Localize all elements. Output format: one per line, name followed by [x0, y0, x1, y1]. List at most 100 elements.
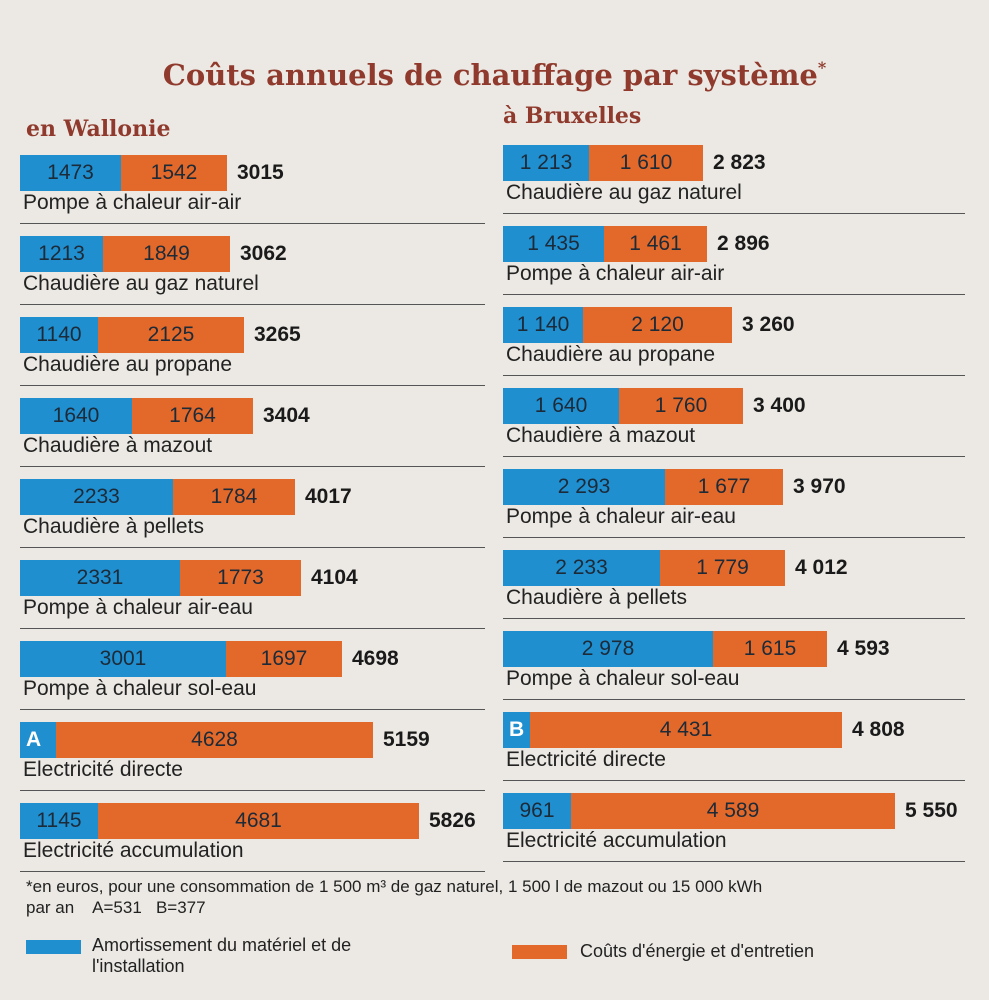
bar-total: 5826 — [429, 809, 476, 832]
stacked-bar: 2331 1773 — [20, 560, 301, 596]
bar-segment-energie: 4681 — [98, 803, 419, 839]
category-label: Chaudière au gaz naturel — [506, 181, 742, 204]
stacked-bar: 1 435 1 461 — [503, 226, 707, 262]
bar-segment-energie: 1542 — [121, 155, 227, 191]
row-divider — [503, 456, 965, 457]
bar-segment-amortissement: 1473 — [20, 155, 121, 191]
stacked-bar: 961 4 589 — [503, 793, 895, 829]
footnote: *en euros, pour une consommation de 1 50… — [26, 876, 976, 918]
stacked-bar: 1145 4681 — [20, 803, 419, 839]
stacked-bar: 1 213 1 610 — [503, 145, 703, 181]
bar-segment-energie: 1 461 — [604, 226, 707, 262]
legend-swatch-blue — [26, 940, 81, 954]
legend-label-blue: Amortissement du matériel et de l'instal… — [92, 935, 352, 976]
bar-segment-amortissement: 1 140 — [503, 307, 583, 343]
bar-total: 3 260 — [742, 313, 795, 336]
bar-total: 3015 — [237, 161, 284, 184]
bar-segment-amortissement: 1 435 — [503, 226, 604, 262]
bar-segment-amortissement: 2233 — [20, 479, 173, 515]
category-label: Chaudière à pellets — [23, 515, 204, 538]
bar-segment-amortissement: 2 293 — [503, 469, 665, 505]
stacked-bar: A 4628 — [20, 722, 373, 758]
bar-segment-energie: 1 779 — [660, 550, 785, 586]
category-label: Pompe à chaleur sol-eau — [23, 677, 257, 700]
category-label: Chaudière au gaz naturel — [23, 272, 259, 295]
stacked-bar: 2233 1784 — [20, 479, 295, 515]
bar-segment-amortissement: 2 978 — [503, 631, 713, 667]
bar-segment-amortissement: 1145 — [20, 803, 98, 839]
row-divider — [503, 780, 965, 781]
category-label: Electricité accumulation — [23, 839, 244, 862]
row-divider — [20, 466, 485, 467]
row-divider — [20, 547, 485, 548]
category-label: Pompe à chaleur sol-eau — [506, 667, 740, 690]
bar-total: 3 970 — [793, 475, 846, 498]
stacked-bar: 3001 1697 — [20, 641, 342, 677]
bar-segment-energie: 1764 — [132, 398, 253, 434]
bar-segment-amortissement: 2331 — [20, 560, 180, 596]
row-divider — [20, 790, 485, 791]
bar-total: 5 550 — [905, 799, 958, 822]
bar-segment-energie: 1 615 — [713, 631, 827, 667]
bar-segment-amortissement: 961 — [503, 793, 571, 829]
bar-segment-amortissement: 1 213 — [503, 145, 589, 181]
bar-segment-energie: 1 610 — [589, 145, 703, 181]
bar-total: 4 593 — [837, 637, 890, 660]
category-label: Chaudière à mazout — [506, 424, 696, 447]
stacked-bar: 1640 1764 — [20, 398, 253, 434]
row-divider — [503, 618, 965, 619]
category-label: Pompe à chaleur air-air — [506, 262, 725, 285]
category-label: Electricité directe — [23, 758, 183, 781]
row-divider — [20, 709, 485, 710]
bar-segment-amortissement: A — [20, 722, 56, 758]
bar-segment-energie: 1784 — [173, 479, 295, 515]
bar-segment-amortissement: 2 233 — [503, 550, 660, 586]
bar-segment-amortissement: 1 640 — [503, 388, 619, 424]
bar-total: 5159 — [383, 728, 430, 751]
bar-total: 2 823 — [713, 151, 766, 174]
category-label: Electricité accumulation — [506, 829, 727, 852]
stacked-bar: 1 140 2 120 — [503, 307, 732, 343]
stacked-bar: 1213 1849 — [20, 236, 230, 272]
category-label: Pompe à chaleur air-eau — [506, 505, 736, 528]
footnote-line-1: *en euros, pour une consommation de 1 50… — [26, 877, 763, 896]
category-label: Pompe à chaleur air-eau — [23, 596, 253, 619]
legend-swatch-orange — [512, 945, 567, 959]
row-divider — [503, 861, 965, 862]
bar-segment-energie: 1773 — [180, 560, 301, 596]
row-divider — [503, 213, 965, 214]
bar-segment-amortissement: 1140 — [20, 317, 98, 353]
row-divider — [503, 375, 965, 376]
stacked-bar: 2 233 1 779 — [503, 550, 785, 586]
bar-segment-energie: 1697 — [226, 641, 342, 677]
chart-title: Coûts annuels de chauffage par système* — [162, 58, 827, 92]
bar-segment-energie: 4 589 — [571, 793, 895, 829]
bar-total: 3 400 — [753, 394, 806, 417]
bar-total: 4104 — [311, 566, 358, 589]
bar-segment-amortissement: 3001 — [20, 641, 226, 677]
bar-segment-amortissement: 1640 — [20, 398, 132, 434]
bar-total: 4 808 — [852, 718, 905, 741]
row-divider — [20, 628, 485, 629]
bar-total: 4698 — [352, 647, 399, 670]
bar-segment-energie: 2 120 — [583, 307, 732, 343]
category-label: Chaudière au propane — [506, 343, 715, 366]
row-divider — [503, 699, 965, 700]
bar-total: 3062 — [240, 242, 287, 265]
stacked-bar: 1140 2125 — [20, 317, 244, 353]
category-label: Chaudière à pellets — [506, 586, 687, 609]
stacked-bar: 2 293 1 677 — [503, 469, 783, 505]
bar-segment-energie: 1849 — [103, 236, 230, 272]
row-divider — [503, 294, 965, 295]
row-divider — [20, 223, 485, 224]
category-label: Pompe à chaleur air-air — [23, 191, 242, 214]
stacked-bar: 1473 1542 — [20, 155, 227, 191]
row-divider — [20, 385, 485, 386]
bar-total: 2 896 — [717, 232, 770, 255]
row-divider — [20, 304, 485, 305]
stacked-bar: 1 640 1 760 — [503, 388, 743, 424]
bar-segment-amortissement: B — [503, 712, 530, 748]
region-title-bruxelles: à Bruxelles — [503, 103, 642, 129]
bar-segment-energie: 1 677 — [665, 469, 783, 505]
